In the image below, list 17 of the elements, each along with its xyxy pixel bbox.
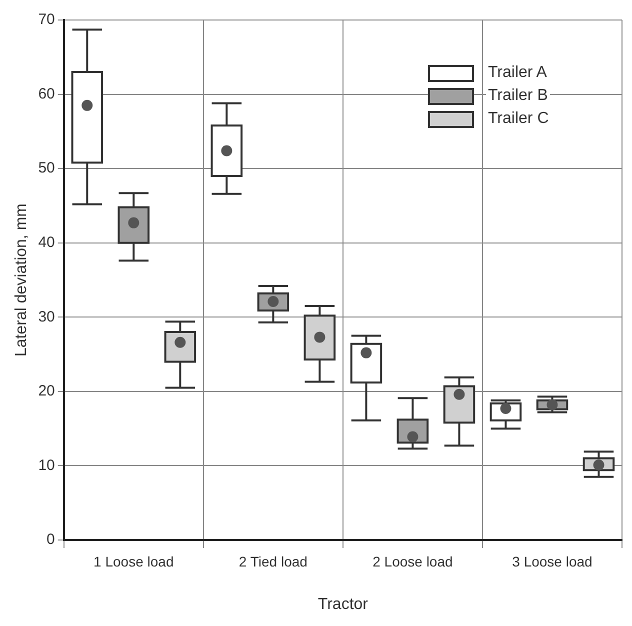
y-tick-label: 30 <box>38 308 55 326</box>
x-tick-label: 1 Loose load <box>94 553 174 570</box>
legend-label: Trailer C <box>486 110 551 128</box>
y-tick-label: 50 <box>38 160 55 177</box>
y-tick-label: 20 <box>38 382 55 400</box>
y-tick-label: 60 <box>38 85 55 102</box>
y-tick-label: 10 <box>38 456 55 474</box>
legend-label: Trailer B <box>486 87 550 105</box>
x-tick-label: 2 Loose load <box>372 553 453 570</box>
y-tick-label: 40 <box>38 234 55 251</box>
y-tick-label: 70 <box>38 11 55 28</box>
x-axis-title: Tractor <box>318 596 369 613</box>
text: Trailer A <box>486 64 549 82</box>
y-tick-label: 0 <box>46 531 55 548</box>
y-axis-title: Lateral deviation, mm <box>13 204 30 356</box>
x-tick-label: 2 Tied load <box>238 553 308 570</box>
x-tick-label: 3 Loose load <box>512 553 592 570</box>
